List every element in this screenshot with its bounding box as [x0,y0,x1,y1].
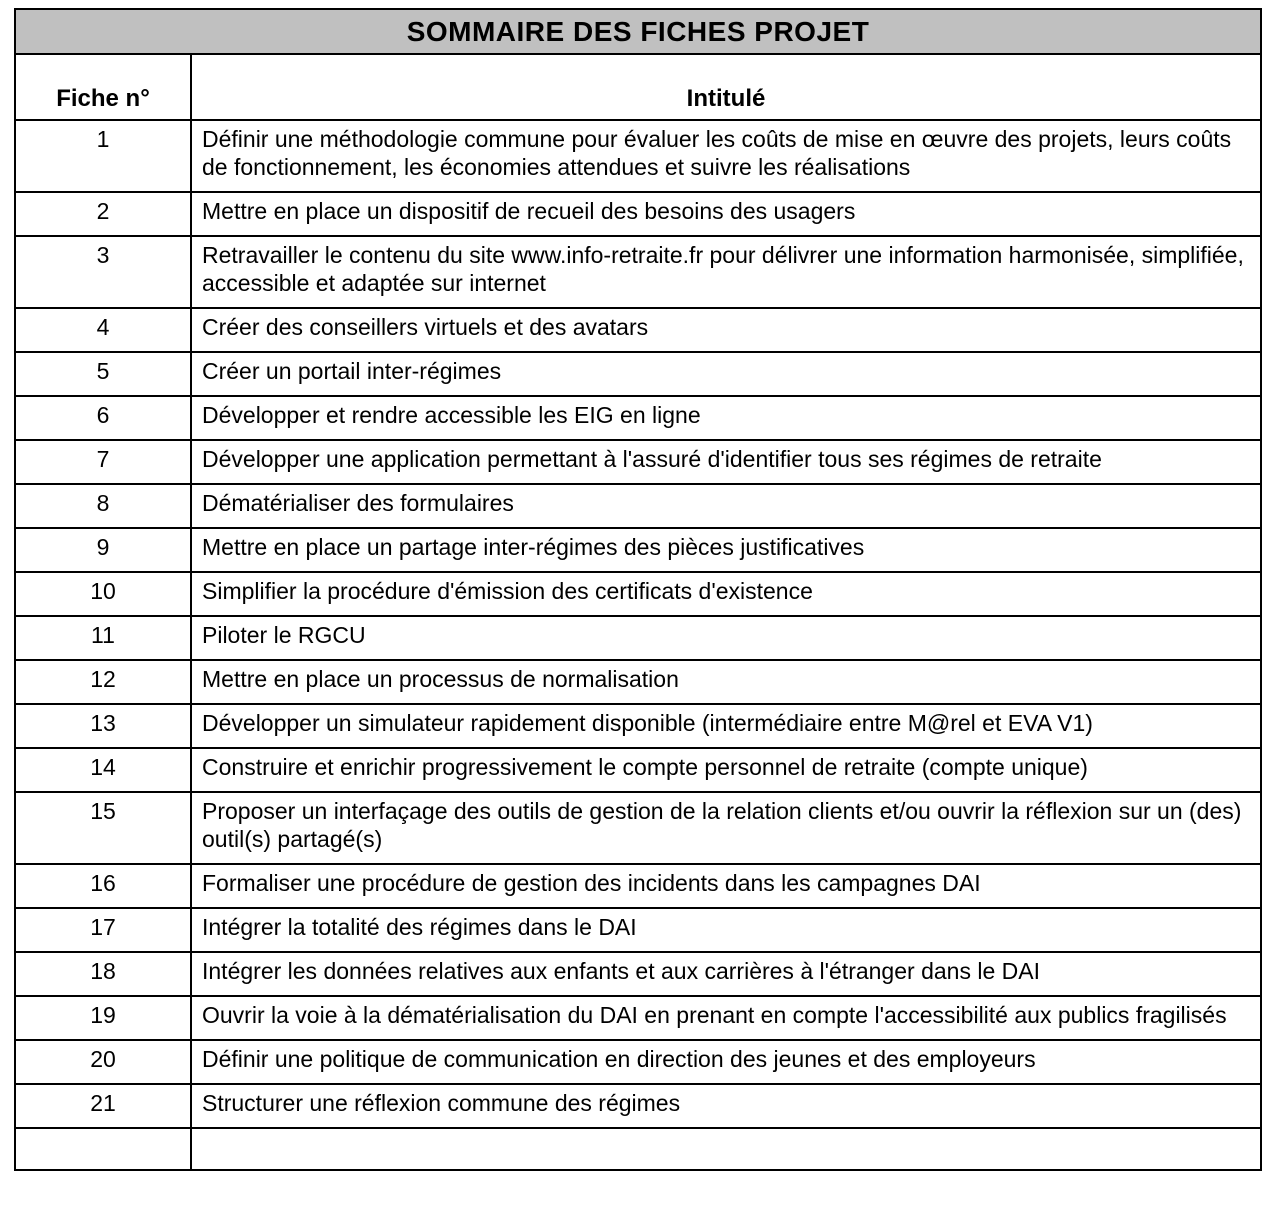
fiche-number: 18 [14,951,192,997]
sommaire-table: SOMMAIRE DES FICHES PROJET Fiche n° Inti… [14,8,1262,1171]
table-row: 11 Piloter le RGCU [14,615,1262,661]
fiche-title: Créer un portail inter-régimes [190,351,1262,397]
fiche-number: 15 [14,791,192,865]
fiche-title: Retravailler le contenu du site www.info… [190,235,1262,309]
fiche-number: 16 [14,863,192,909]
fiche-title: Dématérialiser des formulaires [190,483,1262,529]
table-row: 10 Simplifier la procédure d'émission des… [14,571,1262,617]
table-body: 1 Définir une méthodologie commune pour é… [14,119,1262,1171]
table-row: 4 Créer des conseillers virtuels et des a… [14,307,1262,353]
fiche-number: 9 [14,527,192,573]
column-header-row: Fiche n° Intitulé [14,53,1262,121]
fiche-title: Proposer un interfaçage des outils de ge… [190,791,1262,865]
fiche-title: Structurer une réflexion commune des rég… [190,1083,1262,1129]
table-row: 19 Ouvrir la voie à la dématérialisation … [14,995,1262,1041]
fiche-title: Simplifier la procédure d'émission des c… [190,571,1262,617]
table-row: 12 Mettre en place un processus de normal… [14,659,1262,705]
table-row: 2 Mettre en place un dispositif de recuei… [14,191,1262,237]
fiche-title: Définir une méthodologie commune pour év… [190,119,1262,193]
table-row: 15 Proposer un interfaçage des outils de … [14,791,1262,865]
fiche-number: 10 [14,571,192,617]
fiche-title: Mettre en place un dispositif de recueil… [190,191,1262,237]
fiche-number: 4 [14,307,192,353]
table-row: 21 Structurer une réflexion commune des r… [14,1083,1262,1129]
table-row: 13 Développer un simulateur rapidement di… [14,703,1262,749]
table-row: 8 Dématérialiser des formulaires [14,483,1262,529]
fiche-number: 19 [14,995,192,1041]
fiche-title [190,1127,1262,1171]
table-row: 18 Intégrer les données relatives aux enf… [14,951,1262,997]
fiche-title: Construire et enrichir progressivement l… [190,747,1262,793]
table-row: 3 Retravailler le contenu du site www.inf… [14,235,1262,309]
fiche-number: 3 [14,235,192,309]
fiche-number: 13 [14,703,192,749]
fiche-title: Mettre en place un processus de normalis… [190,659,1262,705]
fiche-number: 2 [14,191,192,237]
fiche-number: 7 [14,439,192,485]
table-row: 17 Intégrer la totalité des régimes dans … [14,907,1262,953]
fiche-number: 8 [14,483,192,529]
fiche-number: 21 [14,1083,192,1129]
fiche-number: 12 [14,659,192,705]
fiche-title: Développer une application permettant à … [190,439,1262,485]
fiche-number: 17 [14,907,192,953]
table-row: 5 Créer un portail inter-régimes [14,351,1262,397]
table-row-partial [14,1127,1262,1171]
table-row: 20 Définir une politique de communication… [14,1039,1262,1085]
column-header-fiche: Fiche n° [14,53,192,121]
fiche-title: Formaliser une procédure de gestion des … [190,863,1262,909]
fiche-number: 6 [14,395,192,441]
fiche-title: Développer et rendre accessible les EIG … [190,395,1262,441]
fiche-title: Créer des conseillers virtuels et des av… [190,307,1262,353]
fiche-number: 20 [14,1039,192,1085]
table-title: SOMMAIRE DES FICHES PROJET [14,8,1262,55]
table-row: 7 Développer une application permettant à… [14,439,1262,485]
title-row: SOMMAIRE DES FICHES PROJET [14,8,1262,55]
table-row: 16 Formaliser une procédure de gestion de… [14,863,1262,909]
fiche-title: Définir une politique de communication e… [190,1039,1262,1085]
fiche-number [14,1127,192,1171]
fiche-title: Ouvrir la voie à la dématérialisation du… [190,995,1262,1041]
fiche-title: Piloter le RGCU [190,615,1262,661]
column-header-intitule: Intitulé [190,53,1262,121]
table-row: 6 Développer et rendre accessible les EIG… [14,395,1262,441]
table-row: 9 Mettre en place un partage inter-régime… [14,527,1262,573]
fiche-title: Mettre en place un partage inter-régimes… [190,527,1262,573]
fiche-number: 5 [14,351,192,397]
fiche-number: 11 [14,615,192,661]
fiche-title: Intégrer les données relatives aux enfan… [190,951,1262,997]
fiche-title: Développer un simulateur rapidement disp… [190,703,1262,749]
fiche-title: Intégrer la totalité des régimes dans le… [190,907,1262,953]
fiche-number: 14 [14,747,192,793]
table-row: 14 Construire et enrichir progressivement… [14,747,1262,793]
table-row: 1 Définir une méthodologie commune pour é… [14,119,1262,193]
fiche-number: 1 [14,119,192,193]
